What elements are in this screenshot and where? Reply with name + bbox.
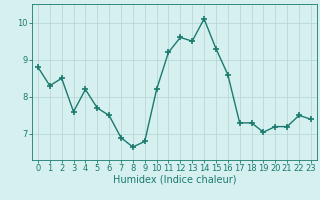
- X-axis label: Humidex (Indice chaleur): Humidex (Indice chaleur): [113, 175, 236, 185]
